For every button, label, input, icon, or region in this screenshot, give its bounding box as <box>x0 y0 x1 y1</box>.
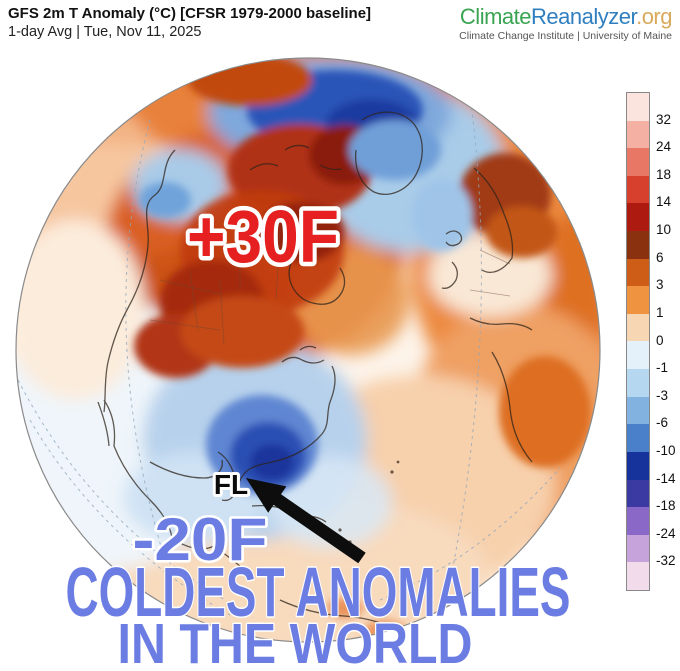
colorbar-tick-label: -10 <box>656 442 676 458</box>
coastlines <box>97 111 533 631</box>
colorbar-segments <box>626 92 650 591</box>
logo-tagline: Climate Change Institute | University of… <box>459 30 672 42</box>
colorbar-segment <box>627 286 649 314</box>
colorbar-segment <box>627 451 649 480</box>
map-title: GFS 2m T Anomaly (°C) [CFSR 1979-2000 ba… <box>8 5 372 22</box>
colorbar-tick-label: -6 <box>656 415 669 431</box>
colorbar-tick-label: 0 <box>656 332 664 348</box>
colorbar-tick-label: -32 <box>656 553 676 569</box>
colorbar: 32 24 18 14 10 6 3 1 0 -1 -3 -6 -10 -14 -18 -24 -32 <box>626 92 676 591</box>
colorbar-tick-label: 24 <box>656 139 672 155</box>
colorbar-tick-label: -18 <box>656 498 676 514</box>
graticule <box>17 79 561 631</box>
colorbar-segment <box>627 562 649 590</box>
colorbar-tick-label: 18 <box>656 166 672 182</box>
colorbar-segment <box>627 203 649 232</box>
headline-line1: COLDEST ANOMALIES <box>66 553 571 631</box>
colorbar-tick-label: 6 <box>656 249 664 265</box>
colorbar-segment <box>627 313 649 342</box>
site-logo[interactable]: ClimateReanalyzer.org Climate Change Ins… <box>459 4 673 43</box>
logo-org: .org <box>636 4 672 29</box>
florida-label: FL <box>214 469 248 500</box>
colorbar-tick-label: 1 <box>656 304 664 320</box>
colorbar-segment <box>627 396 649 425</box>
colorbar-tick-label: -1 <box>656 360 669 376</box>
globe-outline <box>15 57 601 643</box>
colorbar-segment <box>627 424 649 452</box>
colorbar-segment <box>627 120 649 149</box>
colorbar-segment <box>627 93 649 121</box>
arrow-annotation <box>246 478 366 564</box>
cold-anomaly-label: -20F <box>133 506 268 573</box>
header: GFS 2m T Anomaly (°C) [CFSR 1979-2000 ba… <box>8 4 371 42</box>
colorbar-segment <box>627 258 649 287</box>
headline-line2: IN THE WORLD <box>118 612 473 671</box>
colorbar-tick-label: 32 <box>656 111 672 127</box>
colorbar-segment <box>627 534 649 563</box>
colorbar-segment <box>627 231 649 259</box>
map-subtitle: 1-day Avg | Tue, Nov 11, 2025 <box>8 24 202 40</box>
colorbar-labels: 32 24 18 14 10 6 3 1 0 -1 -3 -6 -10 -14 -18 -24 -32 <box>656 92 680 589</box>
warm-anomaly-label: +30F <box>187 195 339 278</box>
colorbar-segment <box>627 507 649 535</box>
colorbar-segment <box>627 148 649 176</box>
colorbar-segment <box>627 369 649 397</box>
colorbar-tick-label: 3 <box>656 277 664 293</box>
colorbar-segment <box>627 341 649 370</box>
logo-climate: Climate <box>459 4 532 29</box>
colorbar-segment <box>627 175 649 204</box>
colorbar-tick-label: -3 <box>656 387 669 403</box>
colorbar-tick-label: -14 <box>656 470 676 486</box>
colorbar-tick-label: 10 <box>656 222 672 238</box>
colorbar-tick-label: 14 <box>656 194 672 210</box>
logo-reanalyzer: Reanalyzer <box>531 4 637 29</box>
logo-wordmark[interactable]: ClimateReanalyzer.org <box>459 4 673 29</box>
colorbar-segment <box>627 479 649 508</box>
colorbar-tick-label: -24 <box>656 525 676 541</box>
